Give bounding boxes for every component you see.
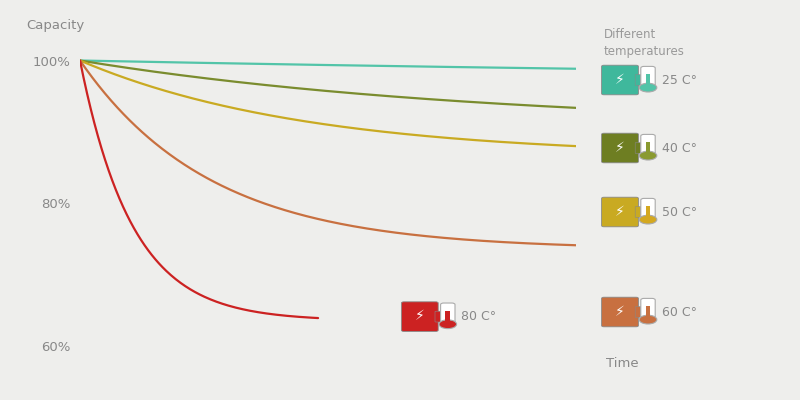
- Text: ⚡: ⚡: [615, 305, 625, 319]
- Text: 50 C°: 50 C°: [662, 206, 697, 218]
- Text: ⚡: ⚡: [615, 205, 625, 219]
- Text: Time: Time: [606, 357, 638, 370]
- Text: 60 C°: 60 C°: [662, 306, 697, 318]
- Text: 25 C°: 25 C°: [662, 74, 697, 86]
- Text: ⚡: ⚡: [615, 141, 625, 155]
- Text: 40 C°: 40 C°: [662, 142, 697, 154]
- Text: ⚡: ⚡: [415, 310, 425, 324]
- Text: Different
temperatures: Different temperatures: [604, 28, 685, 58]
- Text: ⚡: ⚡: [615, 73, 625, 87]
- Text: 80 C°: 80 C°: [462, 310, 497, 323]
- Text: Capacity: Capacity: [26, 19, 84, 32]
